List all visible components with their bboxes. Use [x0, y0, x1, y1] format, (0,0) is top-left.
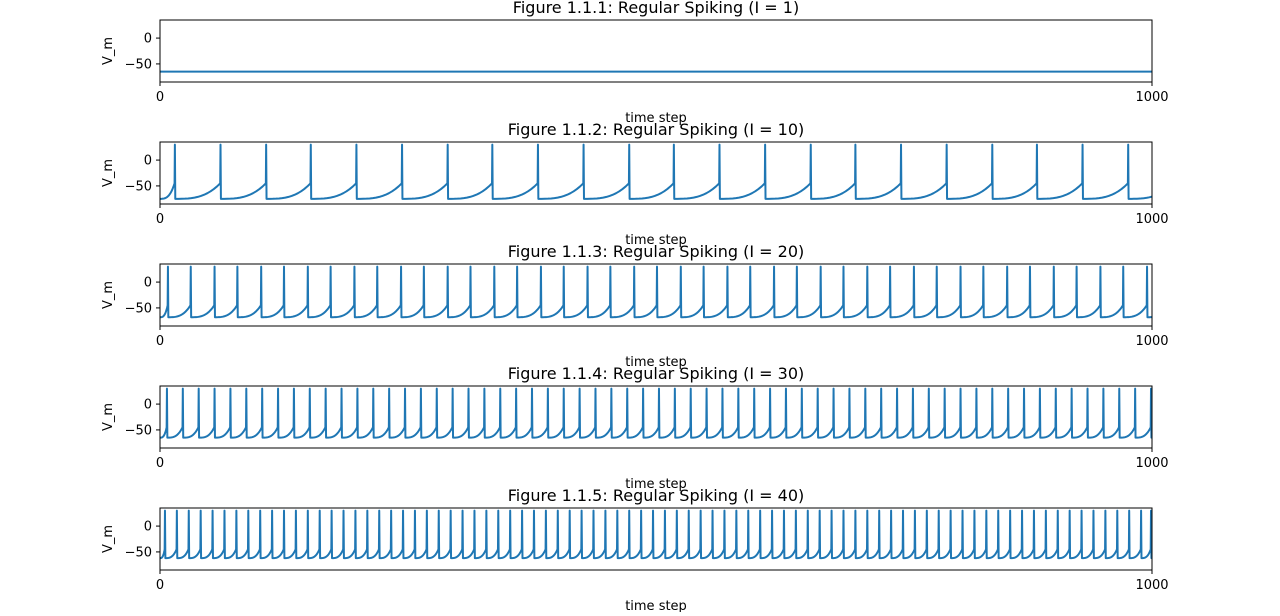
- x-tick-label: 1000: [1135, 456, 1168, 471]
- y-tick-label: 0: [144, 398, 152, 413]
- subplot-title: Figure 1.1.5: Regular Spiking (I = 40): [508, 486, 805, 505]
- x-tick-label: 0: [156, 90, 164, 105]
- y-tick-label: −50: [125, 179, 152, 194]
- y-axis-label: V_m: [101, 403, 116, 431]
- x-tick-label: 0: [156, 334, 164, 349]
- y-tick-label: 0: [144, 520, 152, 535]
- axes-frame: [159, 385, 1153, 449]
- x-axis-label: time step: [625, 477, 687, 492]
- membrane-potential-line: [160, 143, 1152, 200]
- membrane-potential-line: [160, 387, 1152, 439]
- subplot-title: Figure 1.1.4: Regular Spiking (I = 30): [508, 364, 805, 383]
- axes-frame: [159, 263, 1153, 327]
- axes-frame: [159, 141, 1153, 205]
- y-tick-label: −50: [125, 423, 152, 438]
- y-tick-label: 0: [144, 154, 152, 169]
- x-tick-label: 1000: [1135, 334, 1168, 349]
- y-tick-label: −50: [125, 301, 152, 316]
- x-tick-label: 0: [156, 456, 164, 471]
- x-tick-label: 0: [156, 578, 164, 593]
- x-tick-label: 1000: [1135, 90, 1168, 105]
- x-axis-label: time step: [625, 111, 687, 126]
- y-tick-label: 0: [144, 32, 152, 47]
- y-tick-label: −50: [125, 545, 152, 560]
- subplot-5: Figure 1.1.5: Regular Spiking (I = 40) 0 −…: [101, 486, 1169, 614]
- subplot-2: Figure 1.1.2: Regular Spiking (I = 10) 0 −…: [101, 120, 1169, 248]
- subplot-1: Figure 1.1.1: Regular Spiking (I = 1) 0 −5…: [101, 0, 1169, 126]
- y-axis-label: V_m: [101, 281, 116, 309]
- membrane-potential-line: [160, 509, 1152, 560]
- membrane-potential-line: [160, 265, 1152, 319]
- axes-frame: [159, 19, 1153, 83]
- y-tick-label: −50: [125, 57, 152, 72]
- x-tick-label: 0: [156, 212, 164, 227]
- subplot-title: Figure 1.1.3: Regular Spiking (I = 20): [508, 242, 805, 261]
- x-tick-label: 1000: [1135, 578, 1168, 593]
- subplot-3: Figure 1.1.3: Regular Spiking (I = 20) 0 −…: [101, 242, 1169, 370]
- y-axis-label: V_m: [101, 159, 116, 187]
- subplot-title: Figure 1.1.1: Regular Spiking (I = 1): [513, 0, 799, 17]
- subplot-4: Figure 1.1.4: Regular Spiking (I = 30) 0 −…: [101, 364, 1169, 492]
- y-axis-label: V_m: [101, 37, 116, 65]
- y-tick-label: 0: [144, 276, 152, 291]
- x-axis-label: time step: [625, 233, 687, 248]
- x-tick-label: 1000: [1135, 212, 1168, 227]
- y-axis-label: V_m: [101, 525, 116, 553]
- x-axis-label: time step: [625, 599, 687, 612]
- axes-frame: [159, 507, 1153, 571]
- subplot-title: Figure 1.1.2: Regular Spiking (I = 10): [508, 120, 805, 139]
- x-axis-label: time step: [625, 355, 687, 370]
